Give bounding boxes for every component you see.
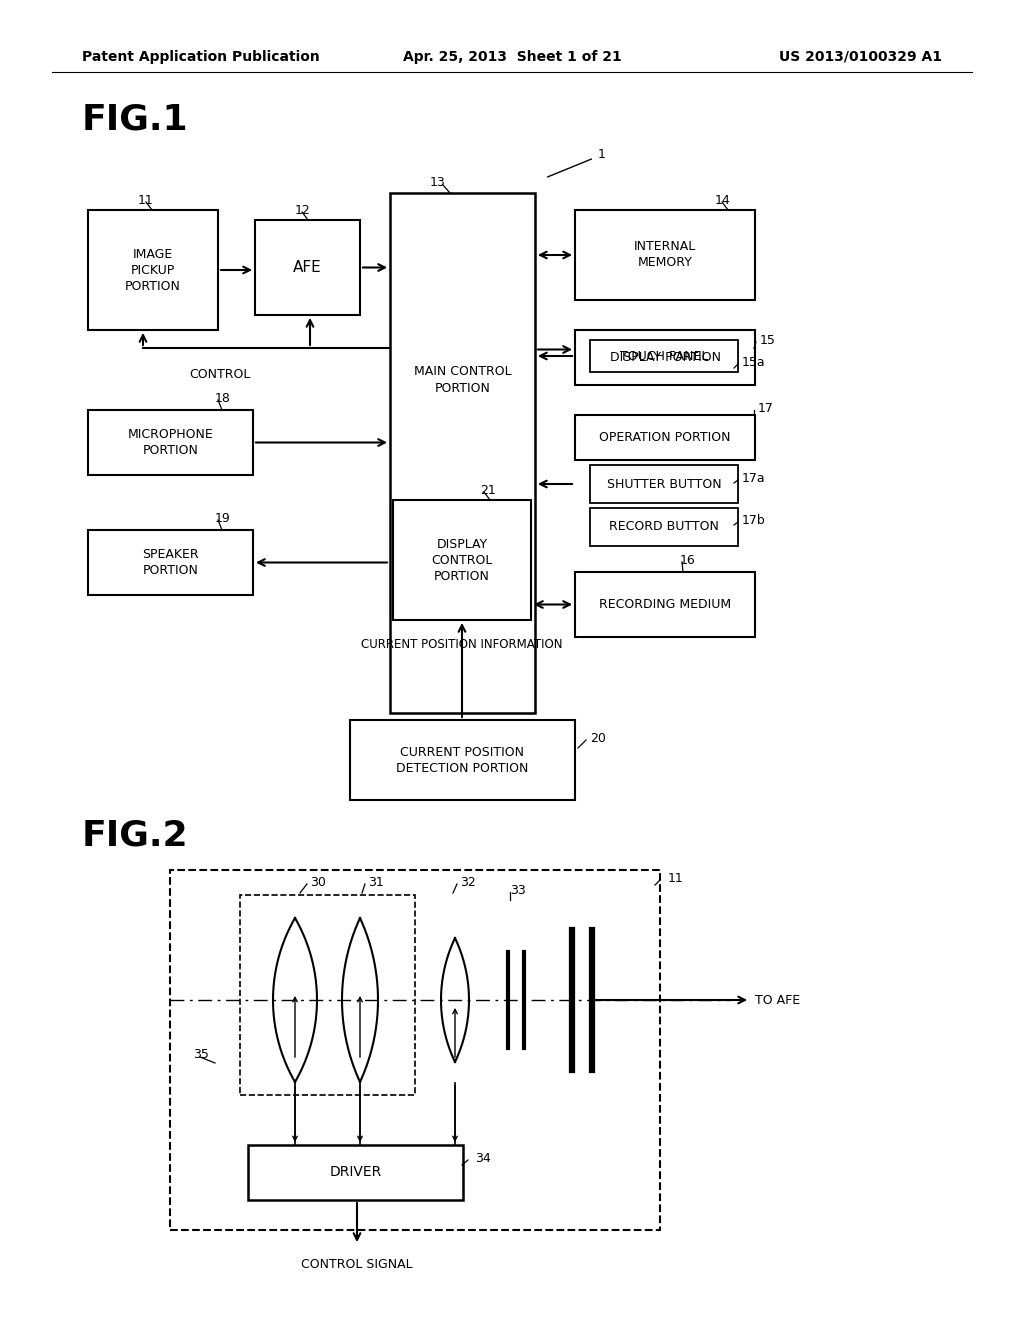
Text: AFE: AFE — [293, 260, 322, 275]
Text: 32: 32 — [460, 875, 476, 888]
Text: IMAGE
PICKUP
PORTION: IMAGE PICKUP PORTION — [125, 248, 181, 293]
Bar — [575, 210, 755, 300]
Text: MAIN CONTROL
PORTION: MAIN CONTROL PORTION — [414, 366, 511, 395]
Text: FIG.1: FIG.1 — [82, 103, 188, 137]
Bar — [88, 210, 218, 330]
Text: US 2013/0100329 A1: US 2013/0100329 A1 — [779, 50, 942, 63]
Bar — [590, 341, 738, 372]
Text: 15: 15 — [760, 334, 776, 346]
Text: CONTROL: CONTROL — [189, 368, 251, 381]
Bar — [248, 1144, 463, 1200]
Bar — [575, 414, 755, 459]
Text: SPEAKER
PORTION: SPEAKER PORTION — [142, 548, 199, 577]
Text: 11: 11 — [138, 194, 154, 206]
Text: 17a: 17a — [742, 471, 766, 484]
Text: 17b: 17b — [742, 513, 766, 527]
Bar — [575, 330, 755, 385]
Text: MICROPHONE
PORTION: MICROPHONE PORTION — [128, 428, 213, 457]
Text: CURRENT POSITION
DETECTION PORTION: CURRENT POSITION DETECTION PORTION — [396, 746, 528, 775]
Text: 15a: 15a — [742, 355, 766, 368]
Text: Patent Application Publication: Patent Application Publication — [82, 50, 319, 63]
Text: 31: 31 — [368, 875, 384, 888]
Text: RECORD BUTTON: RECORD BUTTON — [609, 520, 719, 533]
Text: TOUCH PANEL: TOUCH PANEL — [620, 350, 709, 363]
Bar — [390, 193, 535, 713]
Text: FIG.2: FIG.2 — [82, 818, 188, 851]
Text: DISPLAY
CONTROL
PORTION: DISPLAY CONTROL PORTION — [431, 537, 493, 582]
Bar — [393, 500, 531, 620]
Bar — [88, 411, 253, 475]
Bar — [255, 220, 360, 315]
Bar — [240, 895, 415, 1096]
Text: 17: 17 — [758, 401, 774, 414]
Bar — [575, 572, 755, 638]
Text: Apr. 25, 2013  Sheet 1 of 21: Apr. 25, 2013 Sheet 1 of 21 — [402, 50, 622, 63]
Text: CURRENT POSITION INFORMATION: CURRENT POSITION INFORMATION — [361, 639, 563, 652]
Text: TO AFE: TO AFE — [755, 994, 800, 1006]
Text: 33: 33 — [510, 883, 525, 896]
Text: 12: 12 — [295, 203, 310, 216]
Text: 11: 11 — [668, 871, 684, 884]
Text: SHUTTER BUTTON: SHUTTER BUTTON — [606, 478, 721, 491]
Text: 20: 20 — [590, 731, 606, 744]
Bar — [590, 465, 738, 503]
Text: DISPLAY PORTION: DISPLAY PORTION — [609, 351, 721, 364]
Text: CONTROL SIGNAL: CONTROL SIGNAL — [301, 1258, 413, 1271]
Text: 16: 16 — [680, 553, 695, 566]
Text: 19: 19 — [215, 511, 230, 524]
Text: 18: 18 — [215, 392, 230, 404]
Text: 14: 14 — [715, 194, 731, 206]
Text: 34: 34 — [475, 1151, 490, 1164]
Bar — [170, 870, 660, 1230]
Bar — [350, 719, 575, 800]
Text: 13: 13 — [430, 177, 445, 190]
Text: OPERATION PORTION: OPERATION PORTION — [599, 432, 731, 444]
Text: DRIVER: DRIVER — [330, 1166, 382, 1180]
Bar — [590, 508, 738, 546]
Text: INTERNAL
MEMORY: INTERNAL MEMORY — [634, 240, 696, 269]
Bar — [88, 531, 253, 595]
Text: 35: 35 — [193, 1048, 209, 1061]
Text: 30: 30 — [310, 875, 326, 888]
Text: 1: 1 — [598, 149, 606, 161]
Text: 21: 21 — [480, 483, 496, 496]
Text: RECORDING MEDIUM: RECORDING MEDIUM — [599, 598, 731, 611]
